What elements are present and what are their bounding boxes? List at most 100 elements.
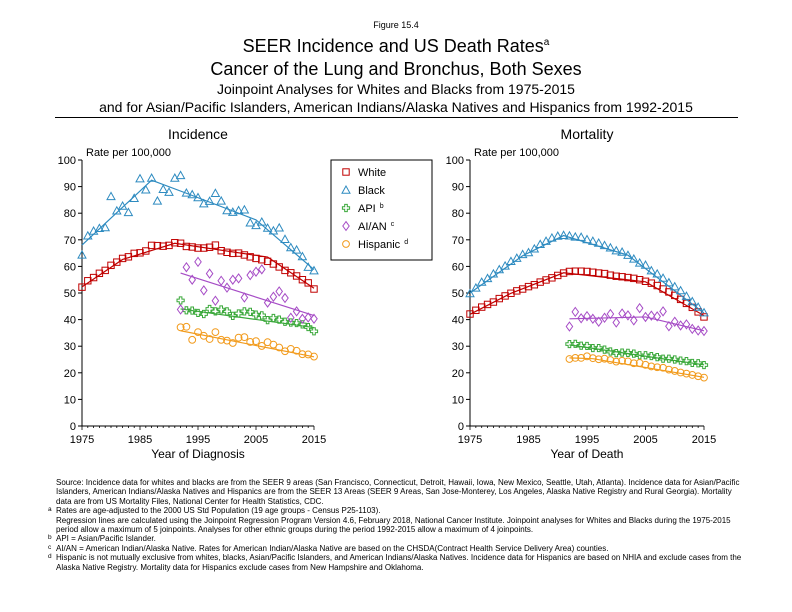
legend-item: White xyxy=(342,167,386,179)
data-point xyxy=(676,368,685,377)
data-point xyxy=(118,254,127,263)
legend-superscript: c xyxy=(391,221,395,228)
footnote-text: AI/AN = American Indian/Alaska Native. R… xyxy=(56,543,609,553)
data-point xyxy=(217,247,225,255)
data-point xyxy=(234,249,243,257)
data-point xyxy=(588,343,597,353)
data-point xyxy=(310,313,318,325)
y-axis-label: Rate per 100,000 xyxy=(474,147,559,159)
data-point xyxy=(129,193,140,203)
data-point xyxy=(227,207,238,216)
data-point xyxy=(205,335,214,343)
data-point xyxy=(623,250,633,259)
data-point xyxy=(647,310,656,321)
data-point xyxy=(234,273,243,284)
data-point xyxy=(552,231,563,240)
data-point xyxy=(130,249,138,258)
data-point xyxy=(618,356,626,365)
x-axis-label: Year of Diagnosis xyxy=(151,447,245,461)
data-point xyxy=(465,288,475,298)
data-point xyxy=(205,268,214,279)
data-point xyxy=(211,295,220,306)
data-point xyxy=(188,274,197,285)
data-point xyxy=(78,283,86,291)
data-point xyxy=(275,343,284,352)
data-point xyxy=(612,357,621,366)
data-point xyxy=(280,234,290,243)
y-tick-label: 30 xyxy=(64,341,76,353)
chart-subtitle: Cancer of the Lung and Bronchus, Both Se… xyxy=(210,59,582,79)
data-point xyxy=(211,307,220,316)
data-point xyxy=(256,216,267,226)
y-tick-label: 40 xyxy=(452,315,464,327)
data-point xyxy=(281,292,289,304)
legend-label: Black xyxy=(358,185,385,197)
data-point xyxy=(659,306,667,317)
data-point xyxy=(205,243,214,251)
data-point xyxy=(135,173,145,183)
footnote-text: API = Asian/Pacific Islander. xyxy=(56,534,156,544)
data-point xyxy=(664,354,673,363)
data-point xyxy=(524,282,533,291)
data-point xyxy=(113,258,121,266)
footnote: c AI/AN = American Indian/Alaska Native. … xyxy=(48,544,748,553)
incidence-panel: Incidence Rate per 100,000 Year of Diagnos… xyxy=(58,126,327,461)
data-point xyxy=(582,234,592,244)
legend-marker xyxy=(341,184,351,194)
data-point xyxy=(222,307,232,316)
data-point xyxy=(228,311,237,320)
footnote-text: Rates are age-adjusted to the 2000 US St… xyxy=(56,506,381,516)
data-point xyxy=(123,207,134,217)
data-point xyxy=(223,282,231,293)
data-point xyxy=(611,245,622,255)
data-point xyxy=(635,302,644,314)
data-point xyxy=(542,276,550,284)
panel-title: Mortality xyxy=(561,126,614,142)
data-point xyxy=(304,312,313,323)
x-tick-label: 1995 xyxy=(575,434,599,446)
x-tick-label: 2015 xyxy=(692,434,716,446)
data-point xyxy=(647,351,656,361)
data-point xyxy=(558,230,569,239)
data-point xyxy=(517,249,528,259)
data-point xyxy=(571,267,579,275)
data-point xyxy=(599,240,610,250)
data-point xyxy=(234,309,243,318)
data-point xyxy=(653,311,662,322)
y-tick-label: 60 xyxy=(452,261,464,273)
y-tick-label: 100 xyxy=(446,155,464,167)
legend-item: AI/AN c xyxy=(342,220,395,233)
legend-label: AI/AN c xyxy=(358,221,395,233)
data-point xyxy=(482,273,493,283)
data-point xyxy=(245,217,256,227)
data-point xyxy=(694,325,702,336)
data-point xyxy=(275,315,284,324)
footnote-mark: b xyxy=(48,534,52,542)
title-rule xyxy=(55,117,738,118)
data-point xyxy=(228,339,237,347)
data-point xyxy=(303,262,314,271)
data-point xyxy=(194,256,202,268)
data-point xyxy=(630,274,638,283)
data-point xyxy=(576,232,586,241)
data-point xyxy=(693,302,703,311)
data-point xyxy=(694,372,703,381)
data-point xyxy=(304,279,312,287)
data-point xyxy=(217,335,226,344)
data-point xyxy=(246,307,255,316)
data-point xyxy=(246,269,255,281)
data-point xyxy=(699,360,709,370)
data-point xyxy=(676,356,685,365)
data-point xyxy=(577,313,585,324)
data-point xyxy=(565,339,574,349)
footnote: d Hispanic is not mutually exclusive from… xyxy=(48,553,748,572)
data-point xyxy=(286,344,295,353)
data-point xyxy=(593,237,604,247)
data-point xyxy=(577,267,585,275)
data-point xyxy=(670,355,679,364)
data-point xyxy=(223,248,231,257)
data-point xyxy=(211,241,220,249)
data-point xyxy=(594,343,603,353)
data-point xyxy=(246,338,255,346)
